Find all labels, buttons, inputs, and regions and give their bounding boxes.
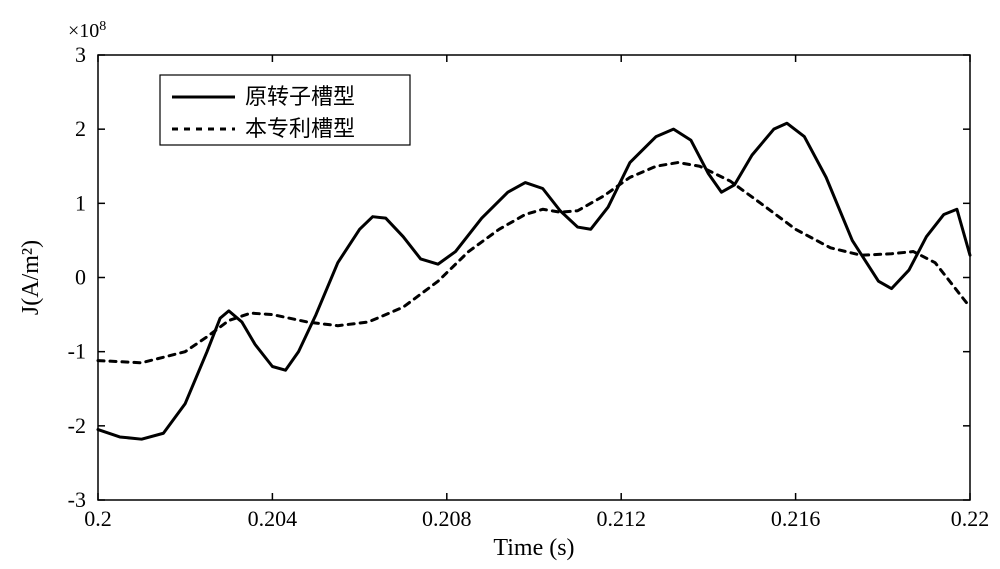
x-tick-label: 0.22 xyxy=(951,506,990,531)
x-tick-label: 0.204 xyxy=(248,506,298,531)
y-tick-label: -1 xyxy=(68,339,86,364)
x-tick-label: 0.208 xyxy=(422,506,472,531)
y-tick-label: 2 xyxy=(75,116,86,141)
y-tick-label: 3 xyxy=(75,42,86,67)
y-exponent-label: ×108 xyxy=(68,19,106,43)
legend-label: 本专利槽型 xyxy=(245,116,355,141)
x-axis-label: Time (s) xyxy=(493,535,574,561)
series-patent xyxy=(98,163,970,363)
y-tick-label: -3 xyxy=(68,487,86,512)
x-tick-label: 0.2 xyxy=(84,506,112,531)
y-tick-label: 0 xyxy=(75,265,86,290)
x-tick-label: 0.212 xyxy=(596,506,646,531)
chart-container: 0.2 0.204 0.208 0.212 0.216 0.22 -3 -2 -1 0 1 2 3 Tim… xyxy=(0,0,1000,569)
y-tick-label: -2 xyxy=(68,413,86,438)
series-original xyxy=(98,123,970,439)
y-tick-label: 1 xyxy=(75,190,86,215)
x-tick-label: 0.216 xyxy=(771,506,821,531)
legend-label: 原转子槽型 xyxy=(245,84,355,109)
y-axis-label: J(A/m²) xyxy=(18,240,44,315)
line-chart: 0.2 0.204 0.208 0.212 0.216 0.22 -3 -2 -1 0 1 2 3 Tim… xyxy=(0,0,1000,569)
